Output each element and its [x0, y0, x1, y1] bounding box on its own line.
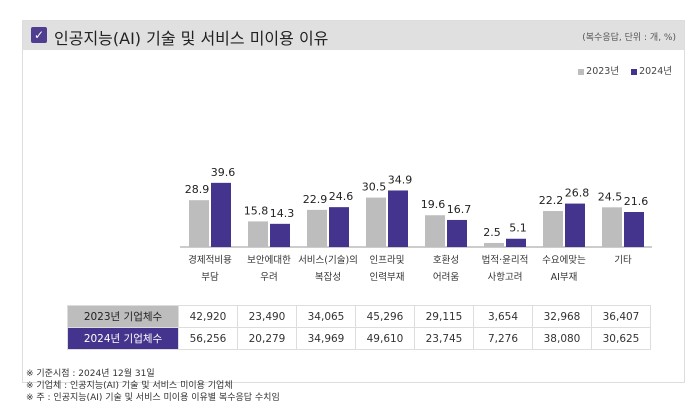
cell: 36,407	[591, 305, 651, 328]
data-label: 34.9	[388, 173, 413, 186]
cell: 29,115	[414, 305, 474, 328]
data-label: 39.6	[211, 166, 236, 179]
row-label: 2023년 기업체수	[67, 305, 179, 328]
bar-2024년	[565, 203, 585, 247]
data-label: 19.6	[421, 198, 446, 211]
category-label: 복잡성	[315, 271, 341, 283]
table-row-2023: 2023년 기업체수 42,920 23,490 34,065 45,296 2…	[67, 305, 651, 328]
cell: 30,625	[591, 327, 651, 350]
legend: 2023년 2024년	[578, 63, 672, 77]
cell: 32,968	[532, 305, 592, 328]
category-label: 사항고려	[488, 271, 523, 283]
bar-2023년	[602, 207, 622, 247]
data-label: 30.5	[362, 181, 387, 194]
company-count-table: 2023년 기업체수 42,920 23,490 34,065 45,296 2…	[67, 305, 651, 350]
category-label: 보안에대한	[247, 255, 291, 266]
data-label: 14.3	[270, 207, 295, 220]
bar-2023년	[425, 215, 445, 247]
bar-2024년	[447, 219, 467, 247]
unit-note: (복수응답, 단위 : 개, %)	[582, 33, 676, 43]
bar-2024년	[506, 238, 526, 247]
data-label: 5.1	[509, 222, 527, 235]
data-label: 28.9	[185, 183, 210, 196]
data-label: 24.5	[598, 190, 623, 203]
panel-header: ✓ 인공지능(AI) 기술 및 서비스 미이용 이유 (복수응답, 단위 : 개…	[23, 21, 684, 50]
bar-2023년	[366, 197, 386, 247]
category-label: 서비스(기술)의	[298, 255, 358, 266]
data-label: 22.9	[303, 193, 328, 206]
footnotes: ※ 기준시점 : 2024년 12월 31일 ※ 기업체 : 인공지능(AI) …	[26, 368, 280, 404]
cell: 49,610	[355, 327, 415, 350]
data-label: 2.5	[483, 226, 501, 239]
category-label: 우려	[260, 271, 277, 283]
bar-2024년	[211, 182, 231, 247]
footnote: ※ 주 : 인공지능(AI) 기술 및 서비스 미이용 이유별 복수응답 수치임	[26, 393, 280, 403]
category-label: 호환성	[433, 254, 459, 266]
data-label: 22.2	[539, 194, 564, 207]
category-label: 어려움	[433, 271, 459, 283]
category-label: 인프라및	[370, 254, 405, 266]
bar-2023년	[189, 200, 209, 247]
data-label: 24.6	[329, 190, 354, 203]
footnote: ※ 기준시점 : 2024년 12월 31일	[26, 369, 155, 379]
bar-2024년	[270, 223, 290, 247]
page-title: 인공지능(AI) 기술 및 서비스 미이용 이유	[54, 29, 329, 48]
cell: 20,279	[237, 327, 297, 350]
bar-2024년	[329, 207, 349, 247]
cell: 34,065	[296, 305, 356, 328]
category-label: 기타	[614, 255, 632, 266]
category-label: 부담	[201, 271, 219, 283]
legend-2024: 2024년	[631, 63, 672, 77]
data-label: 21.6	[624, 195, 649, 208]
data-label: 16.7	[447, 203, 472, 216]
cell: 42,920	[178, 305, 238, 328]
bar-2023년	[307, 209, 327, 247]
row-label: 2024년 기업체수	[67, 327, 179, 350]
table-row-2024: 2024년 기업체수 56,256 20,279 34,969 49,610 2…	[67, 327, 651, 350]
data-label: 15.8	[244, 204, 269, 217]
cell: 3,654	[473, 305, 533, 328]
cell: 56,256	[178, 327, 238, 350]
checkbox-icon: ✓	[31, 27, 47, 43]
category-label: 경제적비용	[188, 254, 232, 266]
legend-2023: 2023년	[578, 63, 619, 77]
cell: 7,276	[473, 327, 533, 350]
cell: 38,080	[532, 327, 592, 350]
bar-2024년	[388, 190, 408, 247]
data-label: 26.8	[565, 187, 590, 200]
bar-2024년	[624, 212, 644, 247]
category-label: 인력부재	[370, 271, 405, 283]
category-label: AI부재	[551, 272, 578, 283]
category-label: 법적·윤리적	[482, 254, 529, 266]
footnote: ※ 기업체 : 인공지능(AI) 기술 및 서비스 미이용 기업체	[26, 381, 233, 391]
bar-2023년	[484, 242, 504, 247]
category-label: 수요에맞는	[542, 254, 586, 266]
cell: 45,296	[355, 305, 415, 328]
cell: 23,745	[414, 327, 474, 350]
cell: 23,490	[237, 305, 297, 328]
cell: 34,969	[296, 327, 356, 350]
bar-2023년	[248, 221, 268, 247]
bar-2023년	[543, 211, 563, 247]
